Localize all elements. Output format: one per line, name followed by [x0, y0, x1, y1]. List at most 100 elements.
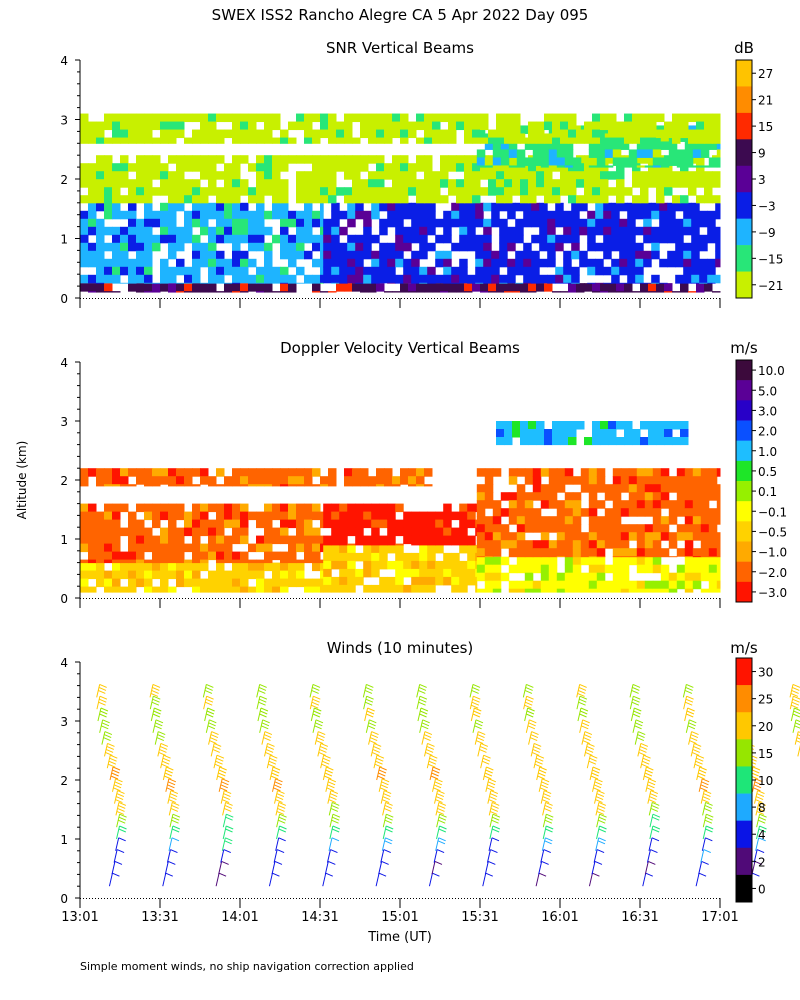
heatmap-cell	[684, 564, 694, 574]
heatmap-cell	[540, 572, 550, 582]
heatmap-cell	[644, 468, 654, 477]
heatmap-cell	[692, 484, 702, 493]
wind-barb-flag	[701, 860, 709, 865]
heatmap-cell	[580, 572, 590, 582]
wind-barb-flag	[311, 689, 319, 694]
heatmap-cell	[476, 516, 486, 525]
heatmap-cell	[592, 283, 601, 292]
heatmap-cell	[524, 588, 534, 593]
heatmap-cell	[648, 171, 657, 180]
wind-barb-flag	[259, 713, 267, 718]
heatmap-cell	[484, 500, 494, 509]
heatmap-cell	[104, 586, 113, 593]
heatmap-cell	[435, 511, 444, 521]
heatmap-cell	[323, 519, 332, 529]
heatmap-cell	[331, 266, 340, 276]
heatmap-cell	[272, 171, 281, 180]
wind-barb-flag	[318, 751, 326, 756]
heatmap-cell	[296, 282, 305, 284]
heatmap-cell	[160, 535, 169, 545]
heatmap-cell	[120, 234, 129, 244]
heatmap-cell	[128, 266, 137, 276]
heatmap-cell	[588, 508, 598, 517]
heatmap-cell	[516, 508, 526, 517]
heatmap-cell	[636, 141, 646, 150]
heatmap-cell	[128, 195, 137, 204]
heatmap-cell	[200, 586, 209, 593]
heatmap-cell	[644, 556, 654, 558]
heatmap-cell	[507, 234, 516, 244]
wind-barb-flag	[112, 769, 120, 774]
heatmap-cell	[588, 548, 598, 557]
heatmap-cell	[699, 242, 708, 252]
heatmap-cell	[552, 429, 561, 438]
heatmap-cell	[419, 282, 428, 284]
heatmap-cell	[548, 149, 558, 158]
heatmap-cell	[547, 258, 556, 268]
heatmap-cell	[256, 282, 265, 284]
heatmap-cell	[331, 503, 340, 513]
heatmap-cell	[200, 551, 209, 561]
heatmap-cell	[312, 291, 321, 293]
heatmap-cell	[395, 576, 404, 586]
wind-barb-flag	[171, 837, 180, 842]
wind-barb-flag	[685, 698, 694, 703]
heatmap-cell	[459, 266, 468, 276]
heatmap-cell	[168, 503, 177, 513]
heatmap-cell	[192, 519, 201, 529]
wind-barb-flag	[366, 713, 374, 718]
wind-barb-flag	[439, 825, 447, 830]
heatmap-cell	[532, 588, 542, 593]
wind-barb-flag	[541, 860, 549, 865]
heatmap-cell	[691, 226, 700, 236]
heatmap-cell	[516, 516, 526, 525]
colorbar-segment	[736, 481, 752, 502]
heatmap-cell	[312, 155, 321, 164]
heatmap-cell	[240, 283, 249, 292]
heatmap-cell	[403, 568, 412, 578]
heatmap-cell	[451, 584, 460, 593]
heatmap-cell	[651, 226, 660, 236]
heatmap-cell	[484, 476, 494, 485]
wind-barb-flag	[218, 772, 226, 777]
heatmap-cell	[376, 468, 385, 477]
heatmap-cell	[160, 113, 169, 123]
heatmap-cell	[136, 274, 145, 284]
heatmap-cell	[264, 171, 273, 180]
heatmap-cell	[548, 165, 558, 168]
heatmap-cell	[568, 113, 577, 123]
heatmap-cell	[499, 218, 508, 228]
heatmap-cell	[88, 274, 97, 284]
heatmap-cell	[256, 242, 265, 252]
heatmap-cell	[136, 171, 145, 180]
heatmap-cell	[80, 226, 89, 236]
wind-barb-flag	[758, 828, 767, 833]
heatmap-cell	[208, 113, 217, 123]
colorbar-label: −21	[758, 279, 783, 293]
heatmap-cell	[304, 137, 313, 144]
heatmap-cell	[355, 210, 364, 220]
heatmap-cell	[320, 187, 329, 196]
wind-barb-flag	[330, 790, 339, 795]
wind-barb-flag	[790, 692, 799, 697]
wind-barb-flag	[425, 751, 433, 756]
wind-barb-flag	[752, 769, 760, 774]
heatmap-cell	[224, 258, 233, 268]
heatmap-cell	[304, 578, 313, 588]
heatmap-cell	[488, 129, 497, 139]
heatmap-cell	[200, 171, 209, 180]
heatmap-cell	[683, 242, 692, 252]
heatmap-cell	[531, 250, 540, 260]
heatmap-cell	[640, 121, 649, 131]
heatmap-cell	[652, 556, 662, 558]
wind-barb-flag	[418, 689, 426, 694]
heatmap-cell	[136, 226, 145, 236]
heatmap-cell	[496, 137, 505, 144]
heatmap-cell	[80, 511, 89, 521]
heatmap-cell	[612, 484, 622, 493]
heatmap-cell	[516, 564, 526, 574]
heatmap-cell	[616, 137, 625, 144]
wind-barb-flag	[105, 748, 114, 753]
colorbar-label: 0.1	[758, 485, 777, 499]
heatmap-cell	[619, 258, 628, 268]
